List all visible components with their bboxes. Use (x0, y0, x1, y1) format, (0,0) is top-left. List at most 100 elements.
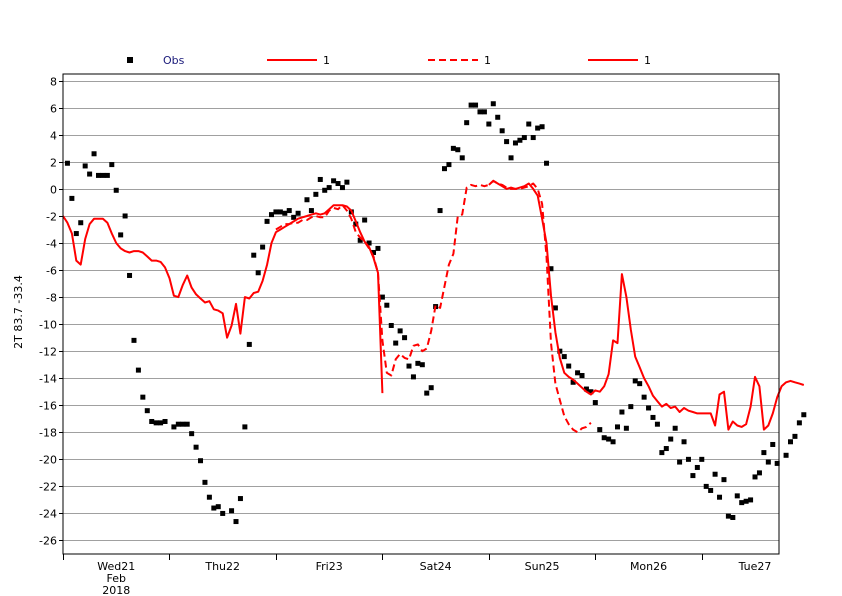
obs-point (690, 473, 696, 479)
obs-point (681, 439, 687, 445)
obs-point (614, 424, 620, 430)
obs-point (481, 109, 487, 115)
obs-point (770, 441, 776, 447)
obs-point (229, 508, 235, 514)
y-axis-label: 2T 83.7 -33.4 (12, 275, 25, 349)
obs-point (623, 425, 629, 431)
obs-point (202, 479, 208, 485)
obs-point (424, 390, 430, 396)
obs-point (601, 435, 607, 441)
obs-point (193, 444, 199, 450)
legend-label: Obs (163, 54, 185, 67)
y-tick-label: -22 (39, 481, 57, 494)
obs-point (353, 221, 359, 227)
obs-point (95, 172, 101, 178)
obs-point (446, 162, 452, 168)
obs-point (237, 496, 243, 502)
obs-point (397, 328, 403, 334)
obs-point (322, 187, 328, 193)
obs-point (246, 341, 252, 347)
obs-point (410, 374, 416, 380)
obs-point (708, 487, 714, 493)
obs-point (721, 477, 727, 483)
obs-point (508, 155, 514, 161)
obs-point (100, 172, 106, 178)
obs-point (273, 209, 279, 215)
obs-point (326, 185, 332, 191)
obs-point (610, 439, 616, 445)
obs-point (557, 348, 563, 354)
obs-point (153, 420, 159, 426)
obs-point (211, 505, 217, 511)
obs-point (606, 436, 612, 442)
legend-marker-obs (127, 57, 133, 63)
obs-point (419, 362, 425, 368)
obs-point (699, 456, 705, 462)
obs-point (264, 218, 270, 224)
obs-point (765, 459, 771, 465)
obs-point (87, 171, 93, 177)
obs-point (694, 464, 700, 470)
obs-point (317, 176, 323, 182)
obs-point (575, 370, 581, 376)
obs-point (339, 185, 345, 191)
obs-point (127, 272, 133, 278)
obs-point (668, 436, 674, 442)
obs-point (415, 360, 421, 366)
y-tick-label: -4 (46, 238, 57, 251)
obs-point (118, 232, 124, 238)
obs-point (473, 102, 479, 108)
obs-point (180, 421, 186, 427)
grid-lines (63, 81, 779, 541)
obs-point (379, 294, 385, 300)
y-tick-label: -26 (39, 535, 57, 548)
legend: Obs 1 1 1 (127, 54, 651, 67)
obs-point (388, 322, 394, 328)
obs-point (796, 420, 802, 426)
y-tick-label: -12 (39, 346, 57, 359)
legend-label: 1 (644, 54, 651, 67)
x-day-label: Wed21 (97, 560, 135, 573)
obs-point (783, 452, 789, 458)
obs-point (268, 212, 274, 218)
obs-point (304, 197, 310, 203)
obs-point (220, 510, 226, 516)
obs-point (149, 418, 155, 424)
obs-point (539, 124, 545, 130)
obs-point (628, 404, 634, 410)
obs-point (743, 498, 749, 504)
obs-point (215, 504, 221, 510)
obs-point (437, 208, 443, 214)
obs-point (64, 160, 70, 166)
obs-point (717, 494, 723, 500)
obs-point (73, 231, 79, 237)
y-tick-label: -6 (46, 265, 57, 278)
x-day-label: Tue27 (738, 560, 772, 573)
obs-point (632, 378, 638, 384)
y-tick-label: -16 (39, 400, 57, 413)
obs-point (730, 514, 736, 520)
obs-point (548, 266, 554, 272)
y-tick-label: -10 (39, 319, 57, 332)
obs-point (774, 460, 780, 466)
obs-point (672, 425, 678, 431)
obs-point (801, 412, 807, 418)
obs-point (521, 135, 527, 141)
obs-point (734, 493, 740, 499)
y-tick-label: -20 (39, 454, 57, 467)
obs-point (561, 354, 567, 360)
obs-point (530, 135, 536, 141)
obs-point (477, 109, 483, 115)
obs-point (375, 245, 381, 251)
obs-point (703, 483, 709, 489)
obs-point (189, 431, 195, 437)
obs-point (455, 147, 461, 153)
obs-point (468, 102, 474, 108)
obs-point (748, 497, 754, 503)
obs-point (357, 237, 363, 243)
obs-point (308, 208, 314, 214)
obs-point (402, 335, 408, 341)
obs-point (82, 163, 88, 169)
obs-point (499, 128, 505, 134)
